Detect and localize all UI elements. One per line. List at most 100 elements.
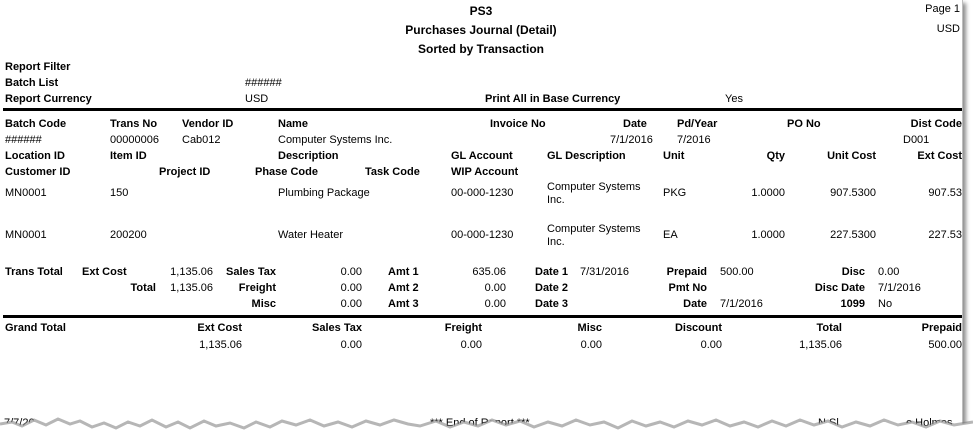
- line-description: Plumbing Package: [278, 187, 370, 199]
- gt-prepaid-label: Prepaid: [921, 322, 962, 334]
- tt-date2-label: Date 2: [535, 282, 569, 294]
- tt-prepaid-label: Prepaid: [666, 266, 707, 278]
- trans-batch-code: ######: [5, 134, 42, 146]
- line-gl-description-cont: Inc.: [547, 236, 565, 248]
- report-title: Purchases Journal (Detail): [405, 23, 557, 37]
- line-item: 150: [110, 187, 129, 199]
- trans-dist-code: D001: [903, 134, 930, 146]
- col-gl-account: GL Account: [451, 150, 513, 162]
- line-ext-cost: 227.53: [928, 229, 962, 241]
- tt-prepaid-value: 500.00: [720, 266, 754, 278]
- line-unit-cost: 907.5300: [830, 187, 876, 199]
- tt-amt1-value: 635.06: [472, 266, 506, 278]
- tt-total-value: 1,135.06: [170, 282, 213, 294]
- col-gl-description: GL Description: [547, 150, 626, 162]
- grand-total-rule: [3, 315, 962, 318]
- tt-1099-value: No: [878, 298, 893, 310]
- gt-total-value: 1,135.06: [799, 339, 842, 351]
- gt-total-label: Total: [816, 322, 842, 334]
- line-qty: 1.0000: [751, 187, 785, 199]
- report-currency-label: Report Currency: [5, 93, 92, 105]
- tt-date1-label: Date 1: [535, 266, 569, 278]
- batch-list-value: ######: [245, 77, 282, 89]
- tt-date-value: 7/1/2016: [720, 298, 763, 310]
- col-item-id: Item ID: [110, 150, 147, 162]
- tt-disc-value: 0.00: [878, 266, 900, 278]
- trans-vendor-id: Cab012: [182, 134, 221, 146]
- tt-date3-label: Date 3: [535, 298, 569, 310]
- tt-misc-label: Misc: [251, 298, 276, 310]
- line-unit: EA: [663, 229, 678, 241]
- grand-total-label: Grand Total: [5, 322, 66, 334]
- col-dist-code: Dist Code: [910, 118, 962, 130]
- gt-misc-label: Misc: [577, 322, 602, 334]
- col-project-id: Project ID: [159, 166, 211, 178]
- col-task-code: Task Code: [365, 166, 420, 178]
- filter-title: Report Filter: [5, 61, 71, 73]
- tt-ext-cost-value: 1,135.06: [170, 266, 213, 278]
- section-rule: [3, 108, 962, 111]
- tt-amt2-label: Amt 2: [388, 282, 419, 294]
- tt-disc-date-label: Disc Date: [814, 282, 865, 294]
- tt-ext-cost-label: Ext Cost: [82, 266, 127, 278]
- tt-disc-date-value: 7/1/2016: [878, 282, 921, 294]
- line-item: 200200: [110, 229, 147, 241]
- tt-misc-value: 0.00: [340, 298, 362, 310]
- gt-ext-cost-label: Ext Cost: [197, 322, 242, 334]
- tt-amt3-value: 0.00: [484, 298, 506, 310]
- gt-discount-value: 0.00: [700, 339, 722, 351]
- trans-pd-year: 7/2016: [677, 134, 711, 146]
- tt-total-label: Total: [130, 282, 156, 294]
- header-currency: USD: [936, 23, 960, 35]
- company-name: PS3: [469, 4, 493, 18]
- col-unit: Unit: [663, 150, 685, 162]
- report-page: PS3 Purchases Journal (Detail) Sorted by…: [3, 0, 963, 436]
- batch-list-label: Batch List: [5, 77, 59, 89]
- line-gl-description-cont: Inc.: [547, 194, 565, 206]
- tt-date-label: Date: [683, 298, 707, 310]
- tt-pmt-no-label: Pmt No: [668, 282, 708, 294]
- tt-1099-label: 1099: [840, 298, 865, 310]
- tt-freight-value: 0.00: [340, 282, 362, 294]
- tt-amt2-value: 0.00: [484, 282, 506, 294]
- gt-ext-cost-value: 1,135.06: [199, 339, 242, 351]
- tt-sales-tax-value: 0.00: [340, 266, 362, 278]
- col-customer-id: Customer ID: [5, 166, 71, 178]
- col-date: Date: [623, 118, 647, 130]
- col-batch-code: Batch Code: [5, 118, 67, 130]
- col-phase-code: Phase Code: [255, 166, 318, 178]
- col-pd-year: Pd/Year: [677, 118, 718, 130]
- gt-freight-value: 0.00: [460, 339, 482, 351]
- gt-sales-tax-label: Sales Tax: [312, 322, 362, 334]
- trans-date: 7/1/2016: [610, 134, 653, 146]
- trans-vendor-name: Computer Systems Inc.: [278, 134, 393, 146]
- line-unit: PKG: [663, 187, 687, 199]
- col-qty: Qty: [766, 150, 785, 162]
- print-base-value: Yes: [725, 93, 743, 105]
- col-wip-account: WIP Account: [451, 166, 519, 178]
- page-number: Page 1: [925, 3, 960, 15]
- gt-misc-value: 0.00: [580, 339, 602, 351]
- gt-prepaid-value: 500.00: [928, 339, 962, 351]
- sort-title: Sorted by Transaction: [417, 42, 545, 56]
- tt-sales-tax-label: Sales Tax: [226, 266, 276, 278]
- line-gl-account: 00-000-1230: [451, 229, 514, 241]
- gt-discount-label: Discount: [674, 322, 722, 334]
- tt-amt3-label: Amt 3: [388, 298, 419, 310]
- line-unit-cost: 227.5300: [830, 229, 876, 241]
- tt-amt1-label: Amt 1: [388, 266, 419, 278]
- col-ext-cost: Ext Cost: [917, 150, 962, 162]
- tt-date1-value: 7/31/2016: [580, 266, 629, 278]
- col-invoice-no: Invoice No: [490, 118, 546, 130]
- gt-freight-label: Freight: [444, 322, 482, 334]
- trans-number: 00000006: [110, 134, 159, 146]
- torn-edge: [0, 417, 973, 446]
- report-currency-value: USD: [245, 93, 269, 105]
- trans-total-label: Trans Total: [5, 266, 63, 278]
- print-base-label: Print All in Base Currency: [485, 93, 621, 105]
- gt-sales-tax-value: 0.00: [340, 339, 362, 351]
- col-vendor-id: Vendor ID: [182, 118, 234, 130]
- col-po-no: PO No: [787, 118, 821, 130]
- col-trans-no: Trans No: [110, 118, 158, 130]
- col-unit-cost: Unit Cost: [827, 150, 876, 162]
